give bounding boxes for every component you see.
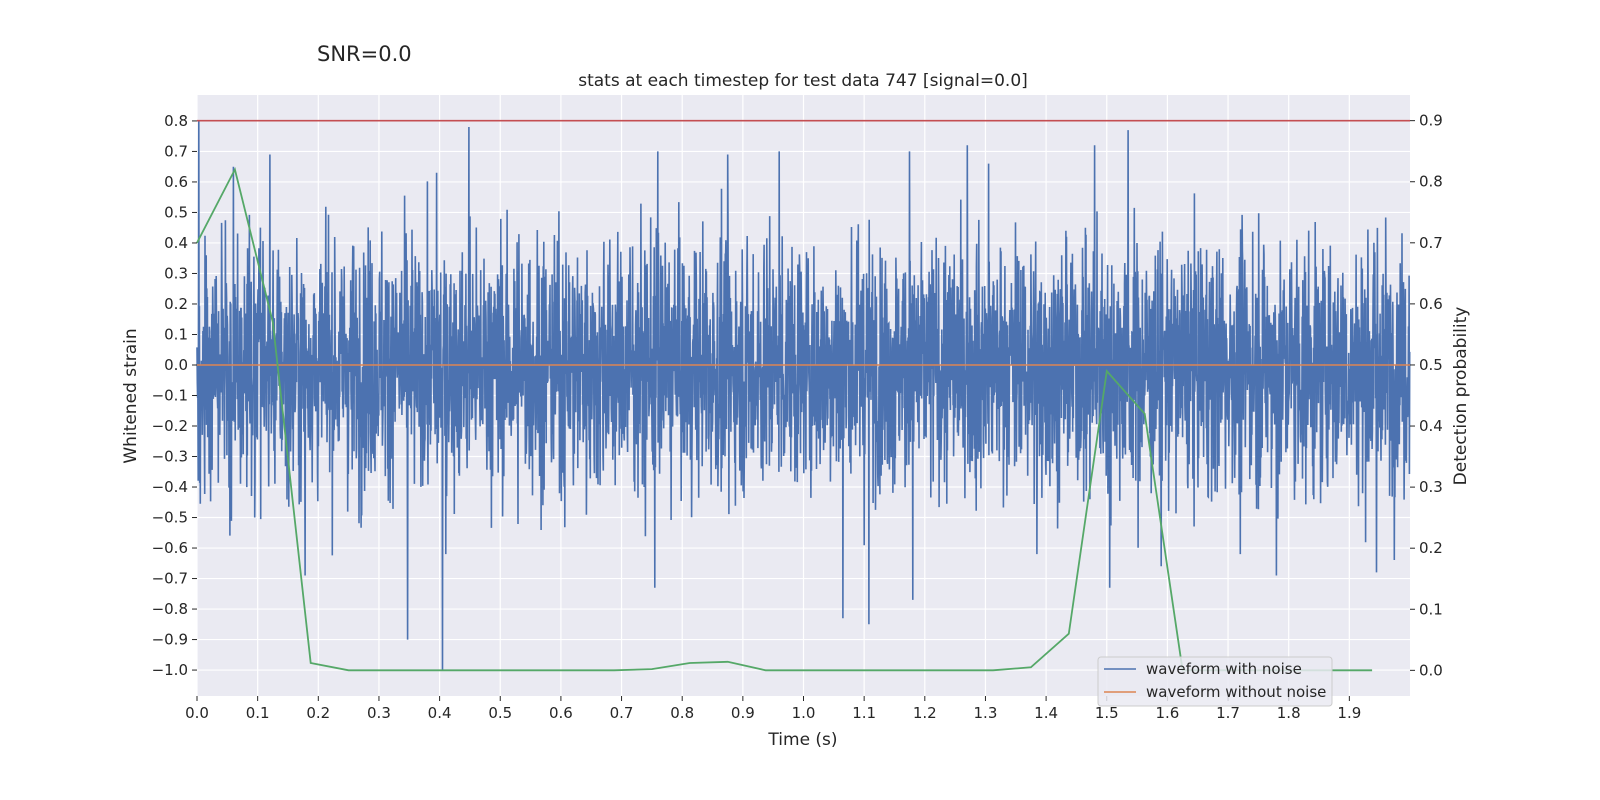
x-tick-label: 1.5 — [1095, 704, 1119, 722]
x-tick-label: 0.5 — [488, 704, 512, 722]
x-tick-label: 1.8 — [1277, 704, 1301, 722]
x-tick-label: 0.2 — [306, 704, 330, 722]
y-left-tick-label: 0.5 — [164, 203, 188, 221]
y-right-tick-label: 0.6 — [1419, 295, 1443, 313]
y-left-tick-label: 0.3 — [164, 264, 188, 282]
x-tick-label: 0.1 — [246, 704, 270, 722]
x-tick-label: 0.8 — [670, 704, 694, 722]
x-tick-label: 1.6 — [1155, 704, 1179, 722]
x-axis-ticks: 0.0 0.1 0.2 0.3 0.4 0.5 0.6 0.7 0.8 0.9 1.0 1.1 1.2 1… — [185, 696, 1361, 722]
legend-label-noisy: waveform with noise — [1146, 660, 1302, 678]
x-axis-label: Time (s) — [767, 730, 837, 750]
y-left-tick-label: −0.7 — [152, 570, 188, 588]
y-left-tick-label: −0.8 — [152, 600, 188, 618]
y-left-tick-label: 0.0 — [164, 356, 188, 374]
y-right-tick-label: 0.5 — [1419, 356, 1443, 374]
y-left-axis-ticks: 0.8 0.7 0.6 0.5 0.4 0.3 0.2 0.1 0.0 −0.1 −0.2 −0.3 −… — [152, 112, 197, 679]
x-tick-label: 0.6 — [549, 704, 573, 722]
legend: waveform with noise waveform without noi… — [1097, 656, 1333, 707]
y-left-tick-label: −0.3 — [152, 448, 188, 466]
legend-box — [1097, 656, 1333, 707]
y-left-tick-label: −0.1 — [152, 387, 188, 405]
y-right-tick-label: 0.8 — [1419, 173, 1443, 191]
y-left-tick-label: 0.7 — [164, 142, 188, 160]
y-left-tick-label: −0.2 — [152, 417, 188, 435]
y-axis-label-left: Whitened strain — [121, 328, 141, 463]
x-tick-label: 1.0 — [792, 704, 816, 722]
y-left-tick-label: −0.5 — [152, 509, 188, 527]
y-left-tick-label: −0.4 — [152, 478, 188, 496]
y-left-tick-label: 0.4 — [164, 234, 188, 252]
x-tick-label: 0.3 — [367, 704, 391, 722]
x-tick-label: 1.1 — [852, 704, 876, 722]
x-tick-label: 1.2 — [913, 704, 937, 722]
x-tick-label: 0.4 — [428, 704, 452, 722]
y-right-tick-label: 0.3 — [1419, 478, 1443, 496]
y-right-tick-label: 0.4 — [1419, 417, 1443, 435]
y-left-tick-label: 0.1 — [164, 325, 188, 343]
y-right-tick-label: 0.1 — [1419, 600, 1443, 618]
series-layer — [196, 119, 1411, 672]
y-right-tick-label: 0.0 — [1419, 661, 1443, 679]
y-right-tick-label: 0.9 — [1419, 112, 1443, 130]
y-left-tick-label: −0.6 — [152, 539, 188, 557]
suptitle: SNR=0.0 — [317, 42, 412, 66]
y-left-tick-label: −1.0 — [152, 661, 188, 679]
x-tick-label: 1.4 — [1034, 704, 1058, 722]
x-tick-label: 1.9 — [1337, 704, 1361, 722]
y-right-tick-label: 0.2 — [1419, 539, 1443, 557]
series-detection-probability — [196, 166, 1373, 672]
legend-label-clean: waveform without noise — [1146, 683, 1326, 701]
y-right-tick-label: 0.7 — [1419, 234, 1443, 252]
y-left-tick-label: 0.6 — [164, 173, 188, 191]
x-tick-label: 1.7 — [1216, 704, 1240, 722]
x-tick-label: 1.3 — [974, 704, 998, 722]
y-left-tick-label: −0.9 — [152, 631, 188, 649]
x-tick-label: 0.9 — [731, 704, 755, 722]
x-tick-label: 0.7 — [610, 704, 634, 722]
y-left-tick-label: 0.2 — [164, 295, 188, 313]
y-left-tick-label: 0.8 — [164, 112, 188, 130]
chart-title: stats at each timestep for test data 747… — [578, 71, 1028, 91]
y-right-axis-ticks: 0.9 0.8 0.7 0.6 0.5 0.4 0.3 0.2 0.1 0.0 — [1410, 112, 1443, 679]
y-axis-label-right: Detection probability — [1451, 307, 1471, 486]
x-tick-label: 0.0 — [185, 704, 209, 722]
